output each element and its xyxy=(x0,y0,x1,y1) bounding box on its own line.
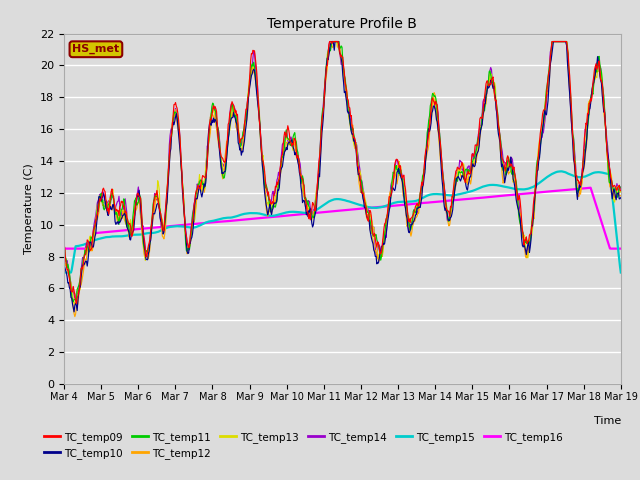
TC_temp11 xyxy=(214,126,222,132)
TC_temp13 xyxy=(214,136,222,142)
TC_temp12 xyxy=(617,193,625,199)
TC_temp16 xyxy=(587,185,595,191)
TC_temp09 xyxy=(326,39,333,45)
Text: HS_met: HS_met xyxy=(72,44,120,54)
TC_temp16 xyxy=(410,201,418,207)
TC_temp16 xyxy=(617,246,625,252)
TC_temp09 xyxy=(185,245,193,251)
TC_temp14 xyxy=(128,227,136,232)
Line: TC_temp09: TC_temp09 xyxy=(64,42,621,304)
Line: TC_temp15: TC_temp15 xyxy=(64,171,621,273)
TC_temp12 xyxy=(412,215,419,221)
TC_temp16 xyxy=(127,227,135,233)
TC_temp12 xyxy=(214,138,222,144)
TC_temp16 xyxy=(214,219,221,225)
TC_temp11 xyxy=(428,95,436,100)
TC_temp15 xyxy=(426,192,434,197)
TC_temp14 xyxy=(71,295,79,301)
TC_temp15 xyxy=(184,224,192,230)
TC_temp16 xyxy=(70,246,78,252)
TC_temp14 xyxy=(60,252,68,257)
TC_temp11 xyxy=(185,246,193,252)
TC_temp09 xyxy=(428,97,436,103)
TC_temp14 xyxy=(214,125,222,131)
TC_temp10 xyxy=(328,39,336,45)
TC_temp15 xyxy=(410,198,418,204)
TC_temp12 xyxy=(70,311,78,316)
TC_temp11 xyxy=(60,250,68,256)
TC_temp10 xyxy=(412,212,419,218)
TC_temp14 xyxy=(185,248,193,253)
TC_temp14 xyxy=(70,292,78,298)
TC_temp13 xyxy=(60,256,68,262)
TC_temp09 xyxy=(214,132,222,138)
TC_temp11 xyxy=(70,299,77,304)
TC_temp16 xyxy=(426,200,434,205)
TC_temp11 xyxy=(412,210,419,216)
TC_temp12 xyxy=(128,227,136,232)
TC_temp10 xyxy=(71,302,79,308)
TC_temp15 xyxy=(127,232,135,238)
TC_temp13 xyxy=(71,301,79,307)
TC_temp15 xyxy=(617,270,625,276)
TC_temp09 xyxy=(412,203,419,209)
TC_temp11 xyxy=(71,297,79,302)
TC_temp15 xyxy=(214,217,221,223)
TC_temp09 xyxy=(60,243,68,249)
TC_temp12 xyxy=(71,314,79,320)
TC_temp09 xyxy=(70,288,78,293)
TC_temp10 xyxy=(214,133,222,139)
TC_temp13 xyxy=(185,245,193,251)
TC_temp16 xyxy=(184,222,192,228)
TC_temp11 xyxy=(328,39,336,45)
TC_temp15 xyxy=(70,253,78,259)
TC_temp12 xyxy=(60,254,68,260)
Legend: TC_temp09, TC_temp10, TC_temp11, TC_temp12, TC_temp13, TC_temp14, TC_temp15, TC_: TC_temp09, TC_temp10, TC_temp11, TC_temp… xyxy=(40,428,566,463)
Line: TC_temp12: TC_temp12 xyxy=(64,42,621,317)
TC_temp14 xyxy=(428,106,436,111)
TC_temp12 xyxy=(330,39,338,45)
TC_temp12 xyxy=(185,246,193,252)
TC_temp12 xyxy=(428,103,436,108)
TC_temp09 xyxy=(72,301,80,307)
TC_temp13 xyxy=(412,210,419,216)
TC_temp10 xyxy=(128,230,136,236)
TC_temp11 xyxy=(617,184,625,190)
TC_temp10 xyxy=(617,195,625,201)
TC_temp09 xyxy=(617,188,625,193)
TC_temp14 xyxy=(617,184,625,190)
TC_temp13 xyxy=(428,111,436,117)
TC_temp15 xyxy=(557,168,565,174)
TC_temp09 xyxy=(128,233,136,239)
TC_temp11 xyxy=(128,223,136,229)
TC_temp13 xyxy=(128,231,136,237)
TC_temp14 xyxy=(412,209,419,215)
TC_temp16 xyxy=(60,246,68,252)
TC_temp15 xyxy=(60,270,68,276)
TC_temp10 xyxy=(70,309,78,315)
Line: TC_temp11: TC_temp11 xyxy=(64,42,621,301)
Text: Time: Time xyxy=(593,416,621,426)
TC_temp13 xyxy=(70,300,78,306)
Title: Temperature Profile B: Temperature Profile B xyxy=(268,17,417,31)
TC_temp10 xyxy=(185,250,193,256)
Line: TC_temp16: TC_temp16 xyxy=(64,188,621,249)
Y-axis label: Temperature (C): Temperature (C) xyxy=(24,163,35,254)
Line: TC_temp10: TC_temp10 xyxy=(64,42,621,312)
Line: TC_temp14: TC_temp14 xyxy=(64,42,621,298)
Line: TC_temp13: TC_temp13 xyxy=(64,42,621,304)
TC_temp10 xyxy=(428,110,436,116)
TC_temp14 xyxy=(326,39,333,45)
TC_temp13 xyxy=(326,39,334,45)
TC_temp10 xyxy=(60,261,68,266)
TC_temp13 xyxy=(617,189,625,194)
